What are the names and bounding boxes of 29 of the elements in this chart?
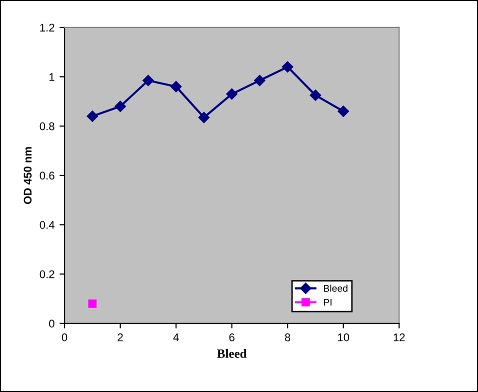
point: [88, 300, 97, 308]
y-tick-label: 0.2: [40, 270, 54, 278]
point: [338, 106, 349, 117]
y-tick-label: 0.8: [40, 122, 54, 130]
point: [310, 90, 322, 101]
point: [198, 112, 210, 124]
y-tick-label: 1: [49, 73, 54, 81]
y-tick-label: 0.4: [40, 221, 54, 229]
x-tick-label: 2: [118, 333, 123, 342]
x-tick-label: 0: [62, 333, 68, 342]
point: [86, 110, 98, 122]
point: [170, 81, 182, 92]
y-axis-title: OD 450 nm: [24, 147, 32, 204]
y-tick-label: 1.2: [40, 24, 54, 32]
point: [142, 74, 154, 86]
point: [114, 100, 126, 112]
x-tick-label: 4: [173, 334, 179, 342]
y-tick-label: 0.6: [40, 172, 54, 180]
legend-label: Bleed: [324, 284, 348, 292]
x-tick-label: 8: [284, 333, 290, 342]
x-axis-title: Bleed: [217, 349, 247, 358]
x-tick-label: 10: [338, 333, 350, 342]
point: [282, 61, 294, 73]
y-tick-label: 0: [49, 320, 54, 328]
legend-label: PI: [324, 298, 332, 306]
x-tick-label: 12: [394, 333, 405, 342]
point: [254, 74, 266, 86]
x-tick-label: 6: [229, 333, 234, 342]
point: [226, 88, 238, 100]
